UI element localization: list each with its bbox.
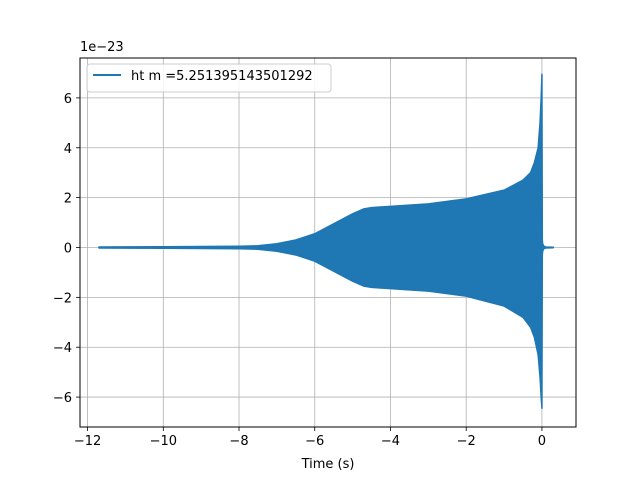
x-tick-label: 0 <box>538 434 546 449</box>
legend-box <box>86 63 332 93</box>
y-tick-label: −6 <box>53 391 72 406</box>
series-layer <box>98 73 555 410</box>
y-tick-label: 2 <box>64 192 72 207</box>
y-tick-label: 6 <box>64 92 72 107</box>
y-axis-ticks: −6 −4 −2 0 2 4 6 <box>53 92 80 406</box>
x-tick-label: −8 <box>229 434 248 449</box>
y-tick-label: 0 <box>64 241 72 256</box>
x-tick-label: −2 <box>457 434 476 449</box>
y-tick-label: 4 <box>64 142 72 157</box>
y-offset-label: 1e−23 <box>80 40 124 55</box>
x-tick-label: −4 <box>381 434 400 449</box>
x-axis-label: Time (s) <box>301 457 355 472</box>
legend: ht m =5.251395143501292 <box>86 63 332 93</box>
series-waveform-envelope <box>98 73 555 410</box>
x-tick-label: −6 <box>305 434 324 449</box>
legend-label: ht m =5.251395143501292 <box>131 69 313 84</box>
x-tick-label: −12 <box>74 434 101 449</box>
x-tick-label: −10 <box>150 434 177 449</box>
y-tick-label: −4 <box>53 341 72 356</box>
axes-frame <box>79 57 577 428</box>
y-tick-label: −2 <box>53 291 72 306</box>
x-axis-ticks: −12 −10 −8 −6 −4 −2 0 <box>74 427 546 449</box>
